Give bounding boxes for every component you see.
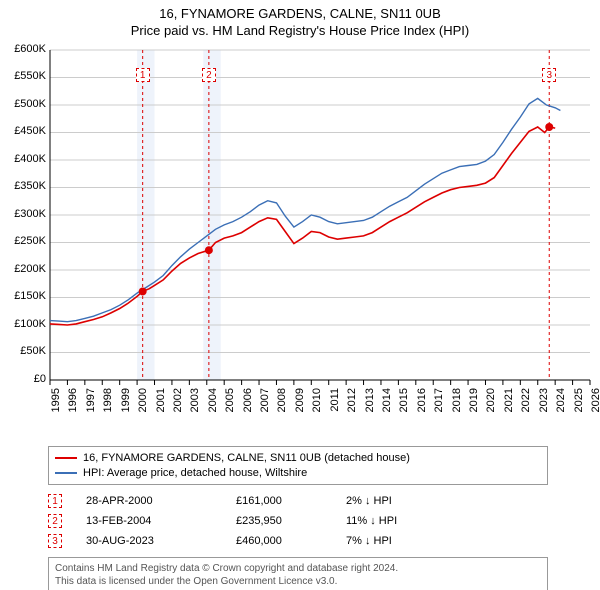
legend-label: 16, FYNAMORE GARDENS, CALNE, SN11 0UB (d… — [83, 451, 410, 466]
table-row: 2 13-FEB-2004 £235,950 11% ↓ HPI — [48, 511, 548, 531]
x-axis-label: 2013 — [364, 388, 376, 416]
transaction-hpi: 11% ↓ HPI — [346, 515, 466, 527]
legend-item: HPI: Average price, detached house, Wilt… — [55, 466, 541, 481]
x-axis-label: 1996 — [67, 388, 79, 416]
x-axis-label: 2018 — [451, 388, 463, 416]
y-axis-label: £350K — [2, 180, 46, 192]
y-axis-label: £450K — [2, 125, 46, 137]
transaction-price: £235,950 — [236, 515, 346, 527]
legend-label: HPI: Average price, detached house, Wilt… — [83, 466, 307, 481]
transaction-price: £161,000 — [236, 495, 346, 507]
x-axis-label: 2011 — [329, 388, 341, 416]
y-axis-label: £150K — [2, 290, 46, 302]
x-axis-label: 2005 — [224, 388, 236, 416]
chart-marker-icon: 2 — [202, 68, 216, 82]
legend-item: 16, FYNAMORE GARDENS, CALNE, SN11 0UB (d… — [55, 451, 541, 466]
x-axis-label: 2009 — [294, 388, 306, 416]
chart-title: 16, FYNAMORE GARDENS, CALNE, SN11 0UB Pr… — [0, 0, 600, 40]
x-axis-label: 2017 — [433, 388, 445, 416]
x-axis-label: 1997 — [85, 388, 97, 416]
x-axis-label: 2002 — [172, 388, 184, 416]
footer-line-2: This data is licensed under the Open Gov… — [55, 575, 541, 588]
y-axis-label: £400K — [2, 153, 46, 165]
table-row: 3 30-AUG-2023 £460,000 7% ↓ HPI — [48, 531, 548, 551]
transaction-hpi: 2% ↓ HPI — [346, 495, 466, 507]
x-axis-label: 2004 — [207, 388, 219, 416]
x-axis-label: 2008 — [276, 388, 288, 416]
chart-marker-icon: 3 — [542, 68, 556, 82]
x-axis-label: 2020 — [485, 388, 497, 416]
y-axis-label: £500K — [2, 98, 46, 110]
legend: 16, FYNAMORE GARDENS, CALNE, SN11 0UB (d… — [48, 446, 548, 486]
chart-marker-icon: 1 — [136, 68, 150, 82]
x-axis-label: 2024 — [555, 388, 567, 416]
x-axis-label: 2003 — [189, 388, 201, 416]
x-axis-label: 2014 — [381, 388, 393, 416]
attribution-footer: Contains HM Land Registry data © Crown c… — [48, 557, 548, 590]
x-axis-label: 2007 — [259, 388, 271, 416]
x-axis-label: 1999 — [120, 388, 132, 416]
transaction-price: £460,000 — [236, 535, 346, 547]
transaction-date: 13-FEB-2004 — [86, 515, 236, 527]
chart-svg — [0, 40, 600, 440]
x-axis-label: 2016 — [416, 388, 428, 416]
transaction-table: 1 28-APR-2000 £161,000 2% ↓ HPI 2 13-FEB… — [48, 491, 548, 551]
footer-line-1: Contains HM Land Registry data © Crown c… — [55, 562, 541, 575]
title-line-2: Price paid vs. HM Land Registry's House … — [0, 23, 600, 40]
transaction-marker-icon: 1 — [48, 494, 62, 508]
x-axis-label: 2021 — [503, 388, 515, 416]
price-chart: £0 £50K £100K £150K £200K £250K £300K £350K £400… — [0, 40, 600, 440]
x-axis-label: 1995 — [50, 388, 62, 416]
x-axis-label: 2006 — [242, 388, 254, 416]
transaction-date: 30-AUG-2023 — [86, 535, 236, 547]
table-row: 1 28-APR-2000 £161,000 2% ↓ HPI — [48, 491, 548, 511]
x-axis-label: 2001 — [155, 388, 167, 416]
y-axis-label: £300K — [2, 208, 46, 220]
x-axis-label: 2012 — [346, 388, 358, 416]
x-axis-label: 2026 — [590, 388, 600, 416]
x-axis-label: 2015 — [398, 388, 410, 416]
y-axis-label: £600K — [2, 43, 46, 55]
x-axis-label: 2019 — [468, 388, 480, 416]
y-axis-label: £550K — [2, 70, 46, 82]
title-line-1: 16, FYNAMORE GARDENS, CALNE, SN11 0UB — [0, 6, 600, 23]
y-axis-label: £100K — [2, 318, 46, 330]
x-axis-label: 1998 — [102, 388, 114, 416]
x-axis-label: 2010 — [311, 388, 323, 416]
y-axis-label: £250K — [2, 235, 46, 247]
transaction-date: 28-APR-2000 — [86, 495, 236, 507]
transaction-hpi: 7% ↓ HPI — [346, 535, 466, 547]
legend-swatch-icon — [55, 472, 77, 474]
x-axis-label: 2025 — [573, 388, 585, 416]
x-axis-label: 2023 — [538, 388, 550, 416]
x-axis-label: 2022 — [520, 388, 532, 416]
legend-swatch-icon — [55, 457, 77, 459]
transaction-marker-icon: 2 — [48, 514, 62, 528]
x-axis-label: 2000 — [137, 388, 149, 416]
transaction-marker-icon: 3 — [48, 534, 62, 548]
y-axis-label: £50K — [2, 345, 46, 357]
y-axis-label: £0 — [2, 373, 46, 385]
y-axis-label: £200K — [2, 263, 46, 275]
